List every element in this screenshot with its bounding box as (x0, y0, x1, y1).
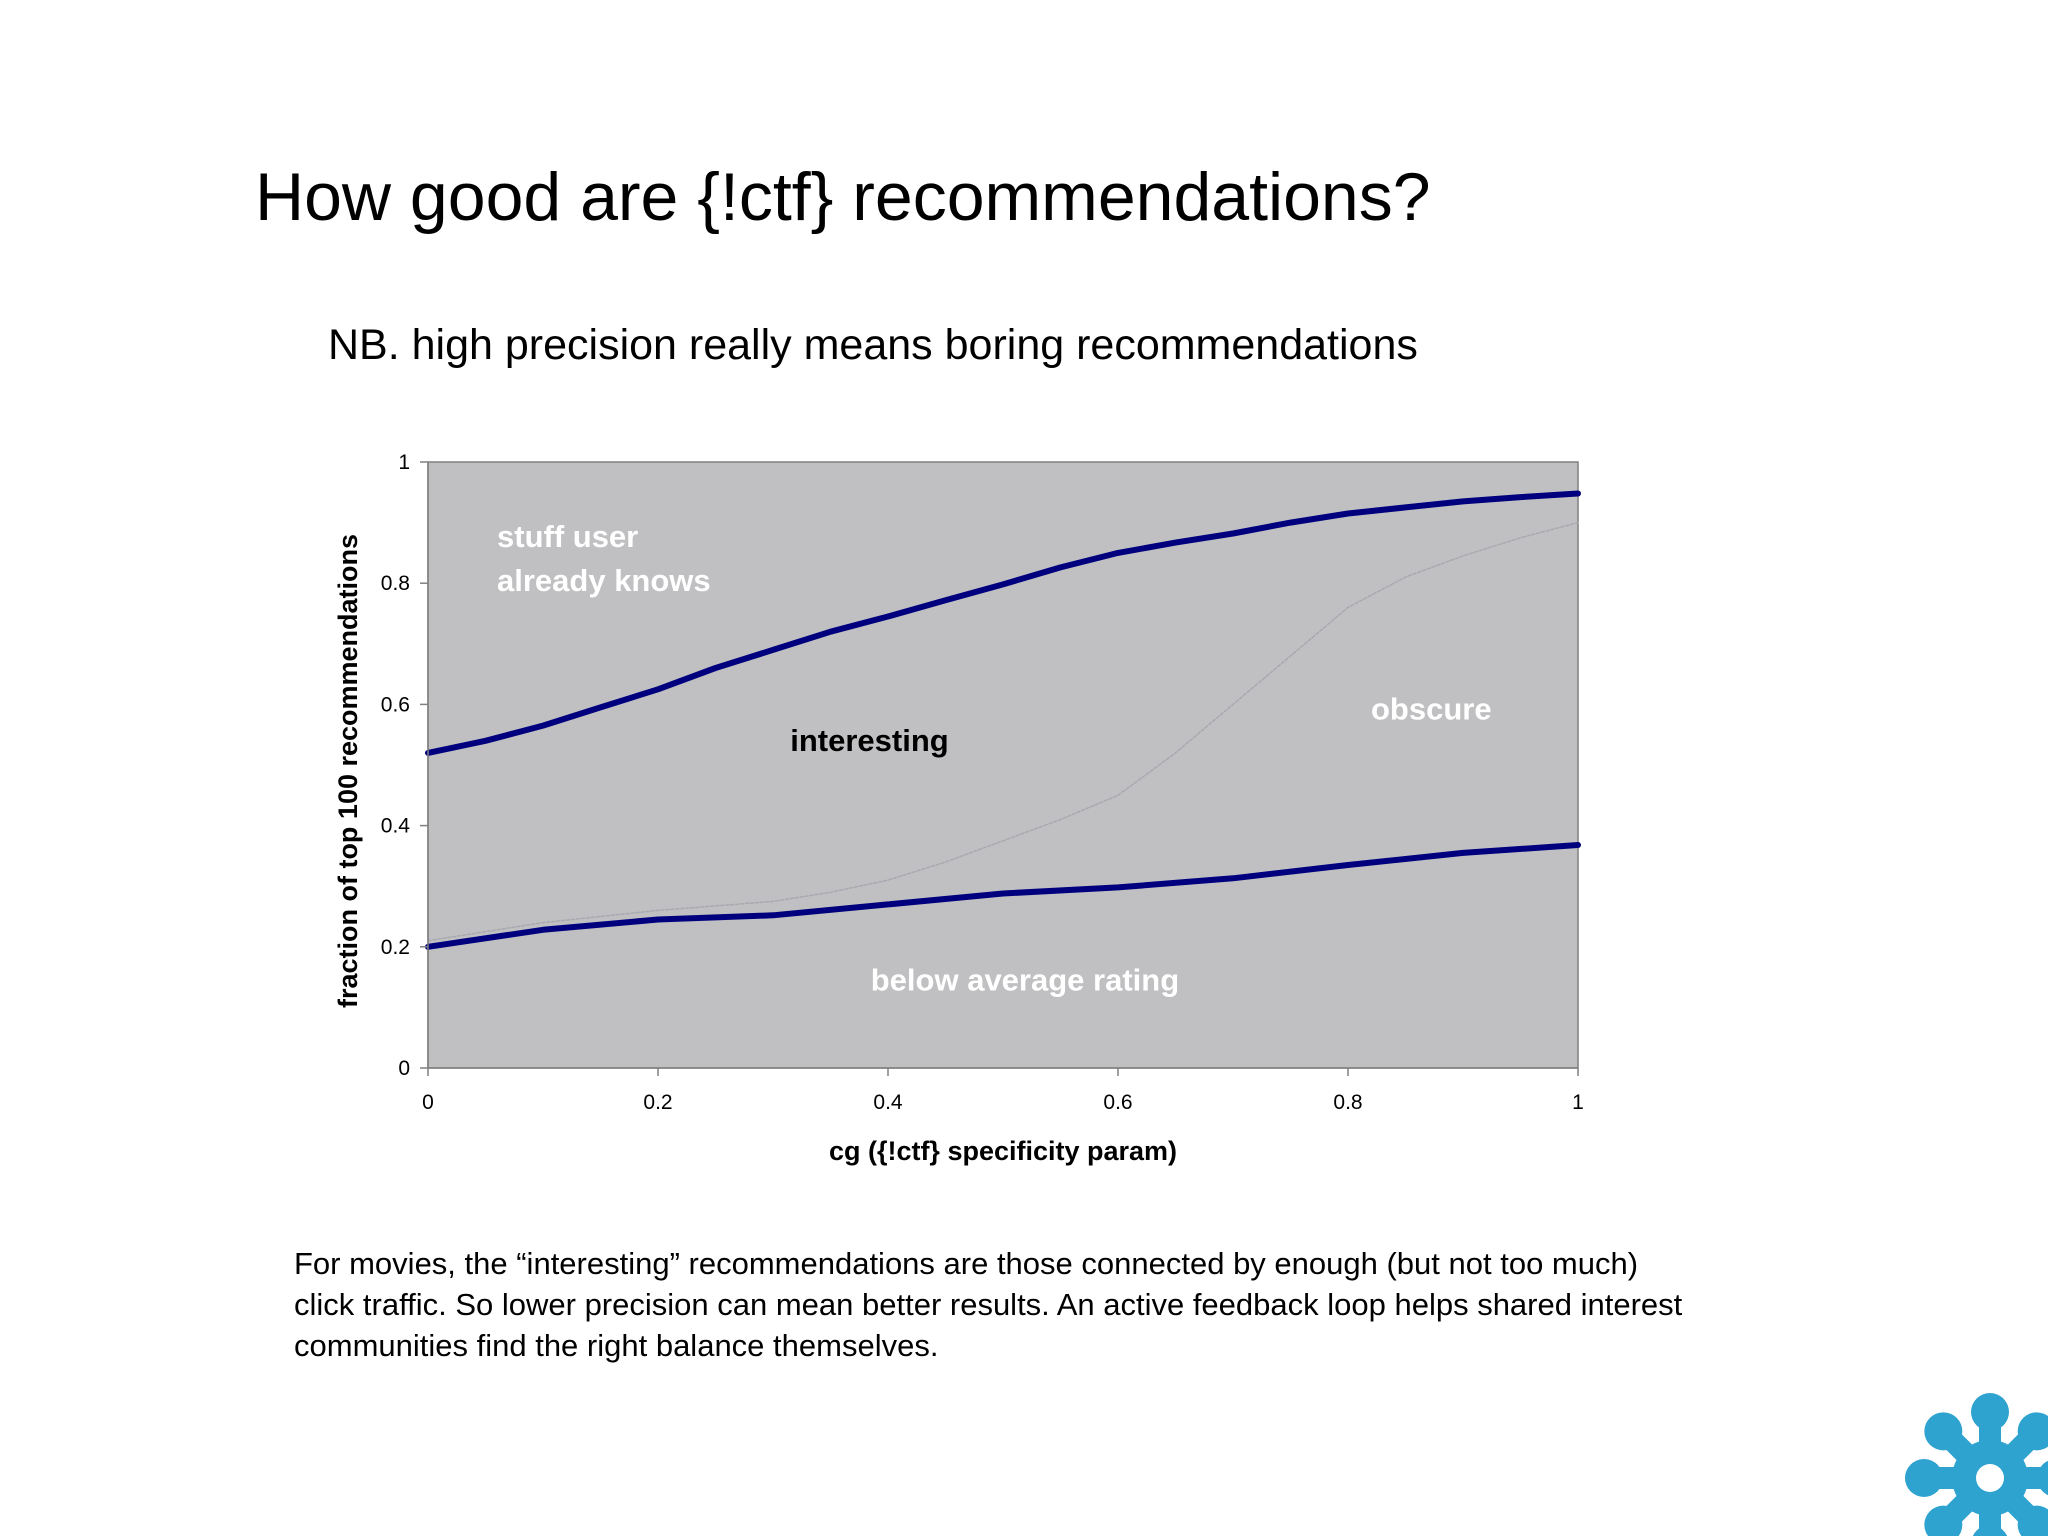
y-tick-label: 0.4 (381, 815, 411, 838)
y-tick-label: 0 (398, 1057, 410, 1080)
y-tick-label: 0.2 (381, 936, 410, 959)
slide-title: How good are {!ctf} recommendations? (255, 159, 1431, 235)
x-tick-label: 0 (422, 1091, 434, 1114)
region-label: stuff user (497, 519, 638, 554)
caption-line: communities find the right balance thems… (294, 1328, 939, 1363)
series-line-3 (425, 842, 1581, 950)
caption-line: For movies, the “interesting” recommenda… (294, 1246, 1639, 1281)
region-label: already knows (497, 563, 711, 598)
series-group (425, 490, 1581, 950)
x-tick-label: 1 (1572, 1091, 1584, 1114)
annotation-group: stuff user already knows interesting obscur… (497, 519, 1492, 998)
slide-caption: For movies, the “interesting” recommenda… (294, 1243, 1914, 1366)
y-tick-label: 1 (398, 451, 410, 474)
x-tick-label: 0.2 (643, 1091, 672, 1114)
x-tick-label: 0.8 (1333, 1091, 1362, 1114)
y-tick-label: 0.8 (381, 572, 410, 595)
y-axis-label: fraction of top 100 recommendations (333, 534, 363, 1008)
region-label: obscure (1371, 692, 1492, 727)
flower-logo-icon (1905, 1393, 2048, 1536)
x-axis-label: cg ({!ctf} specificity param) (829, 1136, 1177, 1166)
caption-line: click traffic. So lower precision can me… (294, 1287, 1683, 1322)
slide-subtitle: NB. high precision really means boring r… (328, 321, 1418, 369)
axes-group: 0 0.2 0.4 0.6 0.8 1 0 0.2 0.4 0.6 0.8 1 (381, 451, 1584, 1114)
region-label: below average rating (871, 962, 1179, 997)
series-line-1 (425, 490, 1581, 756)
x-tick-label: 0.6 (1103, 1091, 1132, 1114)
plot-area (427, 461, 1579, 1069)
line-chart: stuff user already knows interesting obscur… (333, 451, 1584, 1166)
series-line-2 (427, 521, 1579, 942)
y-tick-label: 0.6 (381, 693, 410, 716)
plot-background (427, 461, 1579, 1069)
region-label: interesting (790, 723, 948, 758)
x-tick-label: 0.4 (873, 1091, 903, 1114)
